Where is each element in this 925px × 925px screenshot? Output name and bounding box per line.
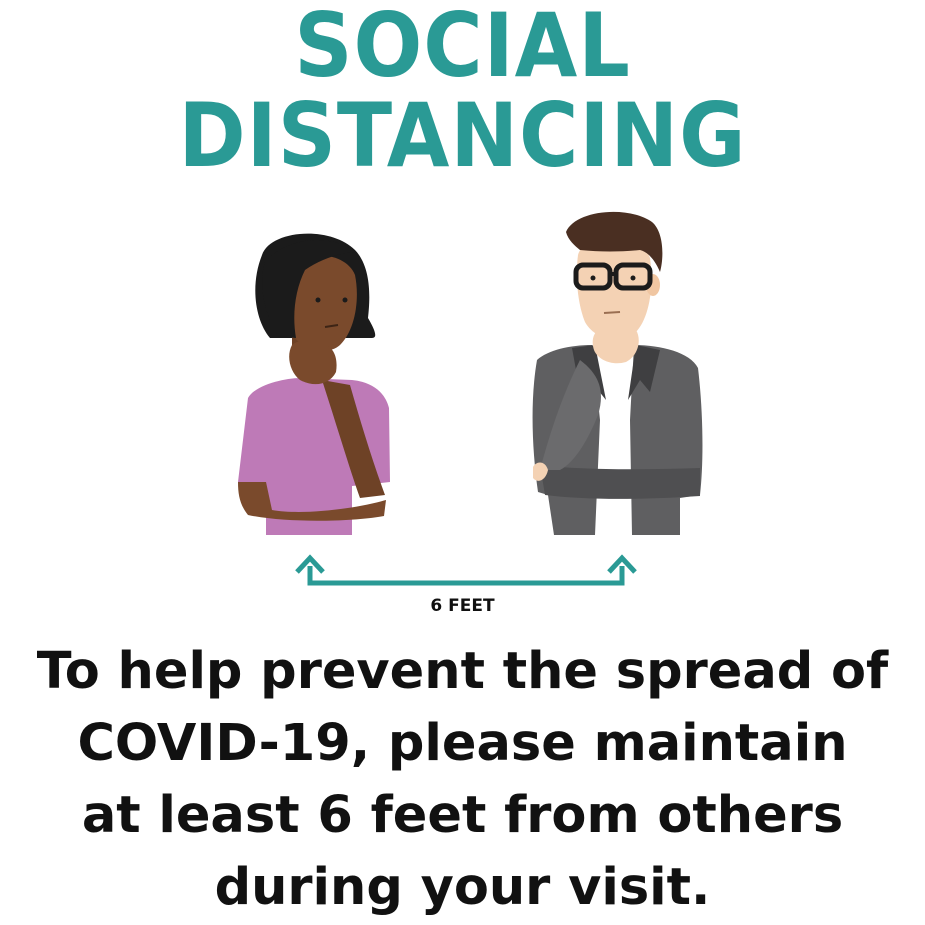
double-arrow-icon	[295, 554, 637, 586]
man-figure-icon	[532, 211, 703, 535]
message-text: To help prevent the spread of COVID-19, …	[0, 636, 925, 924]
title-social: SOCIAL	[294, 0, 631, 97]
title-distancing: DISTANCING	[178, 84, 747, 187]
distance-label: 6 FEET	[430, 596, 495, 616]
woman-figure-icon	[238, 233, 390, 535]
message-line: during your visit.	[214, 858, 711, 917]
message-line: at least 6 feet from others	[81, 786, 844, 845]
message-line: COVID-19, please maintain	[77, 714, 848, 773]
message-line: To help prevent the spread of	[36, 642, 889, 701]
